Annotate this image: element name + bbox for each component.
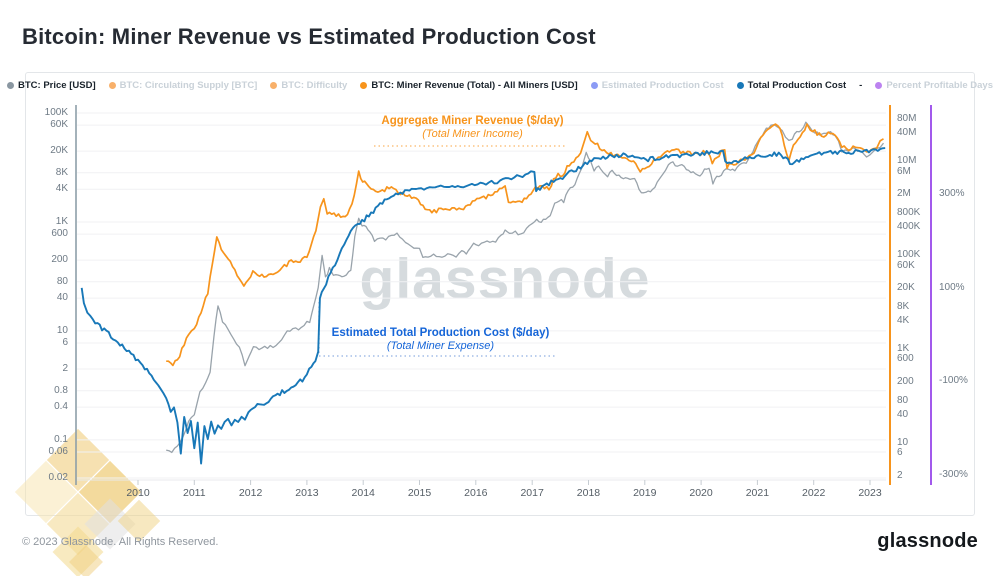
legend-label: BTC: Miner Revenue (Total) - All Miners …: [371, 80, 578, 91]
legend-item-6[interactable]: -: [859, 80, 862, 91]
annotation-production-cost-subtitle: (Total Miner Expense): [386, 340, 495, 352]
legend-item-7[interactable]: Percent Profitable Days: [875, 80, 993, 91]
legend-dot-icon: [7, 82, 15, 89]
legend-label: Total Production Cost: [747, 80, 847, 91]
legend-label: -: [859, 80, 863, 91]
annotation-miner-revenue-title: Aggregate Miner Revenue ($/day): [381, 115, 564, 127]
legend-dot-icon: [270, 82, 278, 89]
legend-item-2[interactable]: BTC: Difficulty: [270, 80, 347, 91]
annotation-production-cost: Estimated Total Production Cost ($/day) …: [298, 327, 583, 352]
annotation-production-cost-title: Estimated Total Production Cost ($/day): [331, 327, 550, 339]
legend-label: BTC: Price [USD]: [18, 80, 96, 91]
glassnode-wordmark: glassnode: [877, 530, 978, 552]
copyright-text: © 2023 Glassnode. All Rights Reserved.: [22, 536, 219, 548]
annotation-miner-revenue-subtitle: (Total Miner Income): [422, 128, 523, 140]
legend-label: Estimated Production Cost: [601, 80, 724, 91]
legend-item-0[interactable]: BTC: Price [USD]: [7, 80, 96, 91]
legend-dot-icon: [360, 82, 368, 89]
legend-label: BTC: Difficulty: [281, 80, 348, 91]
page-title: Bitcoin: Miner Revenue vs Estimated Prod…: [22, 24, 596, 49]
chart-legend: BTC: Price [USD] BTC: Circulating Supply …: [7, 80, 993, 91]
legend-dot-icon: [590, 82, 598, 89]
legend-item-1[interactable]: BTC: Circulating Supply [BTC]: [108, 80, 258, 91]
legend-label: BTC: Circulating Supply [BTC]: [119, 80, 258, 91]
legend-dot-icon: [108, 82, 116, 89]
legend-dot-icon: [736, 82, 744, 89]
legend-item-3[interactable]: BTC: Miner Revenue (Total) - All Miners …: [360, 80, 578, 91]
legend-dot-icon: [875, 82, 883, 89]
legend-item-4[interactable]: Estimated Production Cost: [590, 80, 724, 91]
annotation-miner-revenue: Aggregate Miner Revenue ($/day) (Total M…: [330, 115, 615, 140]
legend-item-5[interactable]: Total Production Cost: [736, 80, 847, 91]
glassnode-watermark: glassnode: [359, 247, 651, 311]
legend-label: Percent Profitable Days: [886, 80, 993, 91]
